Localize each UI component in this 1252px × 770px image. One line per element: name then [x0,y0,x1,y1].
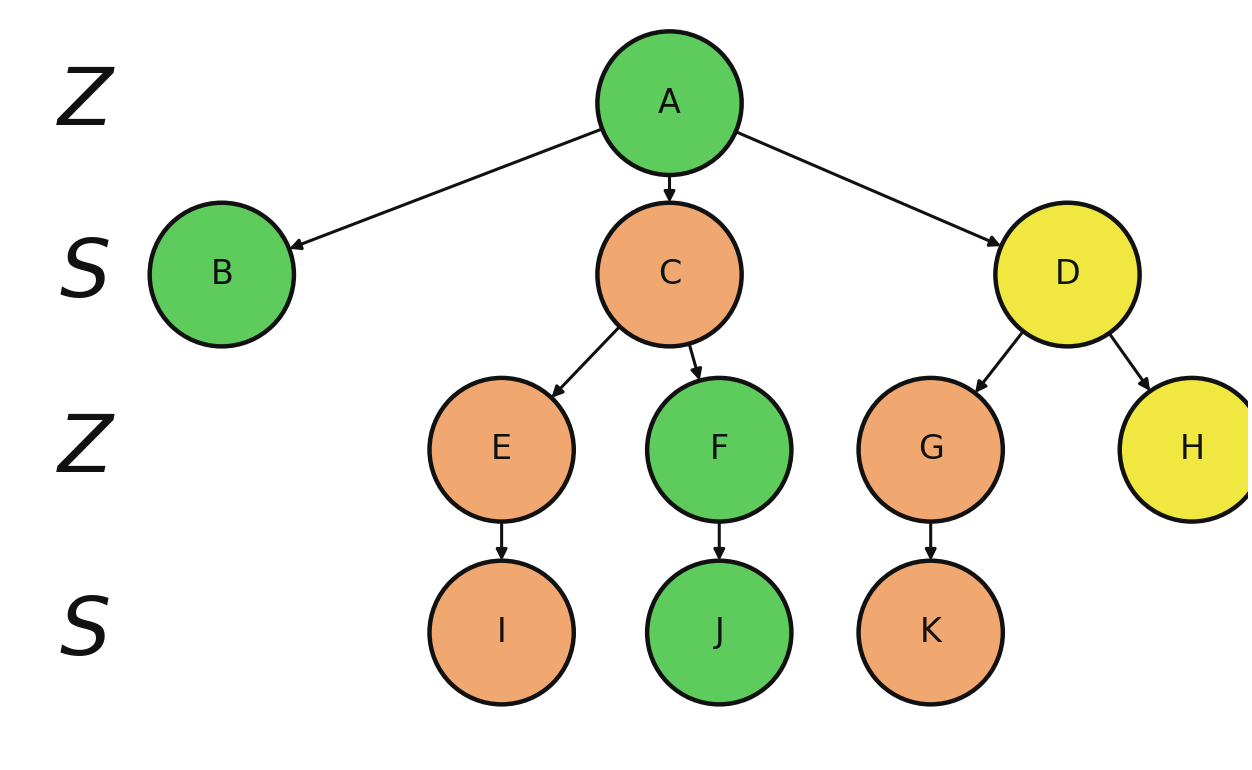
Ellipse shape [429,561,573,705]
Text: C: C [657,258,681,291]
Ellipse shape [995,203,1139,346]
Text: E: E [491,434,512,467]
Text: D: D [1054,258,1080,291]
Ellipse shape [597,203,741,346]
Ellipse shape [429,378,573,521]
Ellipse shape [1119,378,1252,521]
Text: Z: Z [58,410,113,489]
Text: H: H [1179,434,1204,467]
Text: A: A [659,87,681,119]
Text: F: F [710,434,729,467]
Ellipse shape [597,32,741,175]
Text: S: S [59,594,110,671]
Text: I: I [497,616,507,649]
Text: Z: Z [58,64,113,142]
Text: K: K [920,616,942,649]
Text: G: G [918,434,944,467]
Text: S: S [59,236,110,313]
Ellipse shape [647,378,791,521]
Ellipse shape [647,561,791,705]
Text: J: J [715,616,724,649]
Text: B: B [210,258,233,291]
Ellipse shape [150,203,294,346]
Ellipse shape [859,378,1003,521]
Ellipse shape [859,561,1003,705]
